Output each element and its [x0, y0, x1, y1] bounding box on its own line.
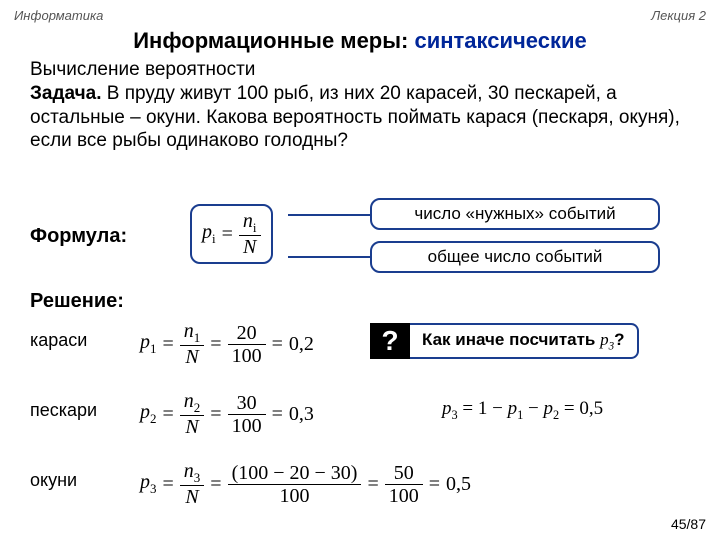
row-math-3: p3 = n3N = (100 − 20 − 30)100 = 50100 = …	[140, 460, 471, 508]
row-math-1: p1 = n1N = 20100 = 0,2	[140, 320, 314, 368]
row-label-3: окуни	[30, 470, 77, 491]
formula-box: pi = ni N	[190, 204, 273, 264]
solution-label: Решение:	[30, 290, 124, 313]
question-text: Как иначе посчитать p3?	[410, 323, 639, 359]
title-accent: синтаксические	[414, 28, 586, 53]
formula-n: n	[243, 210, 253, 232]
formula-p-sub: i	[212, 231, 216, 246]
task-body: В пруду живут 100 рыб, из них 20 карасей…	[30, 83, 680, 152]
question-mark-icon: ?	[370, 323, 410, 359]
formula-p: p	[202, 221, 212, 243]
page-number: 45/87	[671, 516, 706, 532]
row-label-1: караси	[30, 330, 87, 351]
problem-text: Вычисление вероятности Задача. В пруду ж…	[30, 58, 690, 153]
header-course: Информатика	[14, 8, 103, 23]
alt-formula: p3 = 1 − p1 − p2 = 0,5	[442, 398, 603, 423]
header-lecture: Лекция 2	[651, 8, 706, 23]
question-box: ? Как иначе посчитать p3?	[370, 323, 639, 359]
connector-bottom	[288, 256, 370, 258]
formula-N: N	[243, 236, 256, 258]
connector-top	[288, 214, 370, 216]
task-label: Задача.	[30, 83, 102, 104]
row-math-2: p2 = n2N = 30100 = 0,3	[140, 390, 314, 438]
callout-denominator: общее число событий	[370, 241, 660, 273]
problem-subtitle: Вычисление вероятности	[30, 58, 690, 82]
formula-label: Формула:	[30, 225, 127, 248]
callout-numerator: число «нужных» событий	[370, 198, 660, 230]
slide-title: Информационные меры: синтаксические	[0, 28, 720, 54]
row-label-2: пескари	[30, 400, 97, 421]
title-main: Информационные меры:	[133, 28, 414, 53]
formula-n-sub: i	[253, 220, 257, 235]
